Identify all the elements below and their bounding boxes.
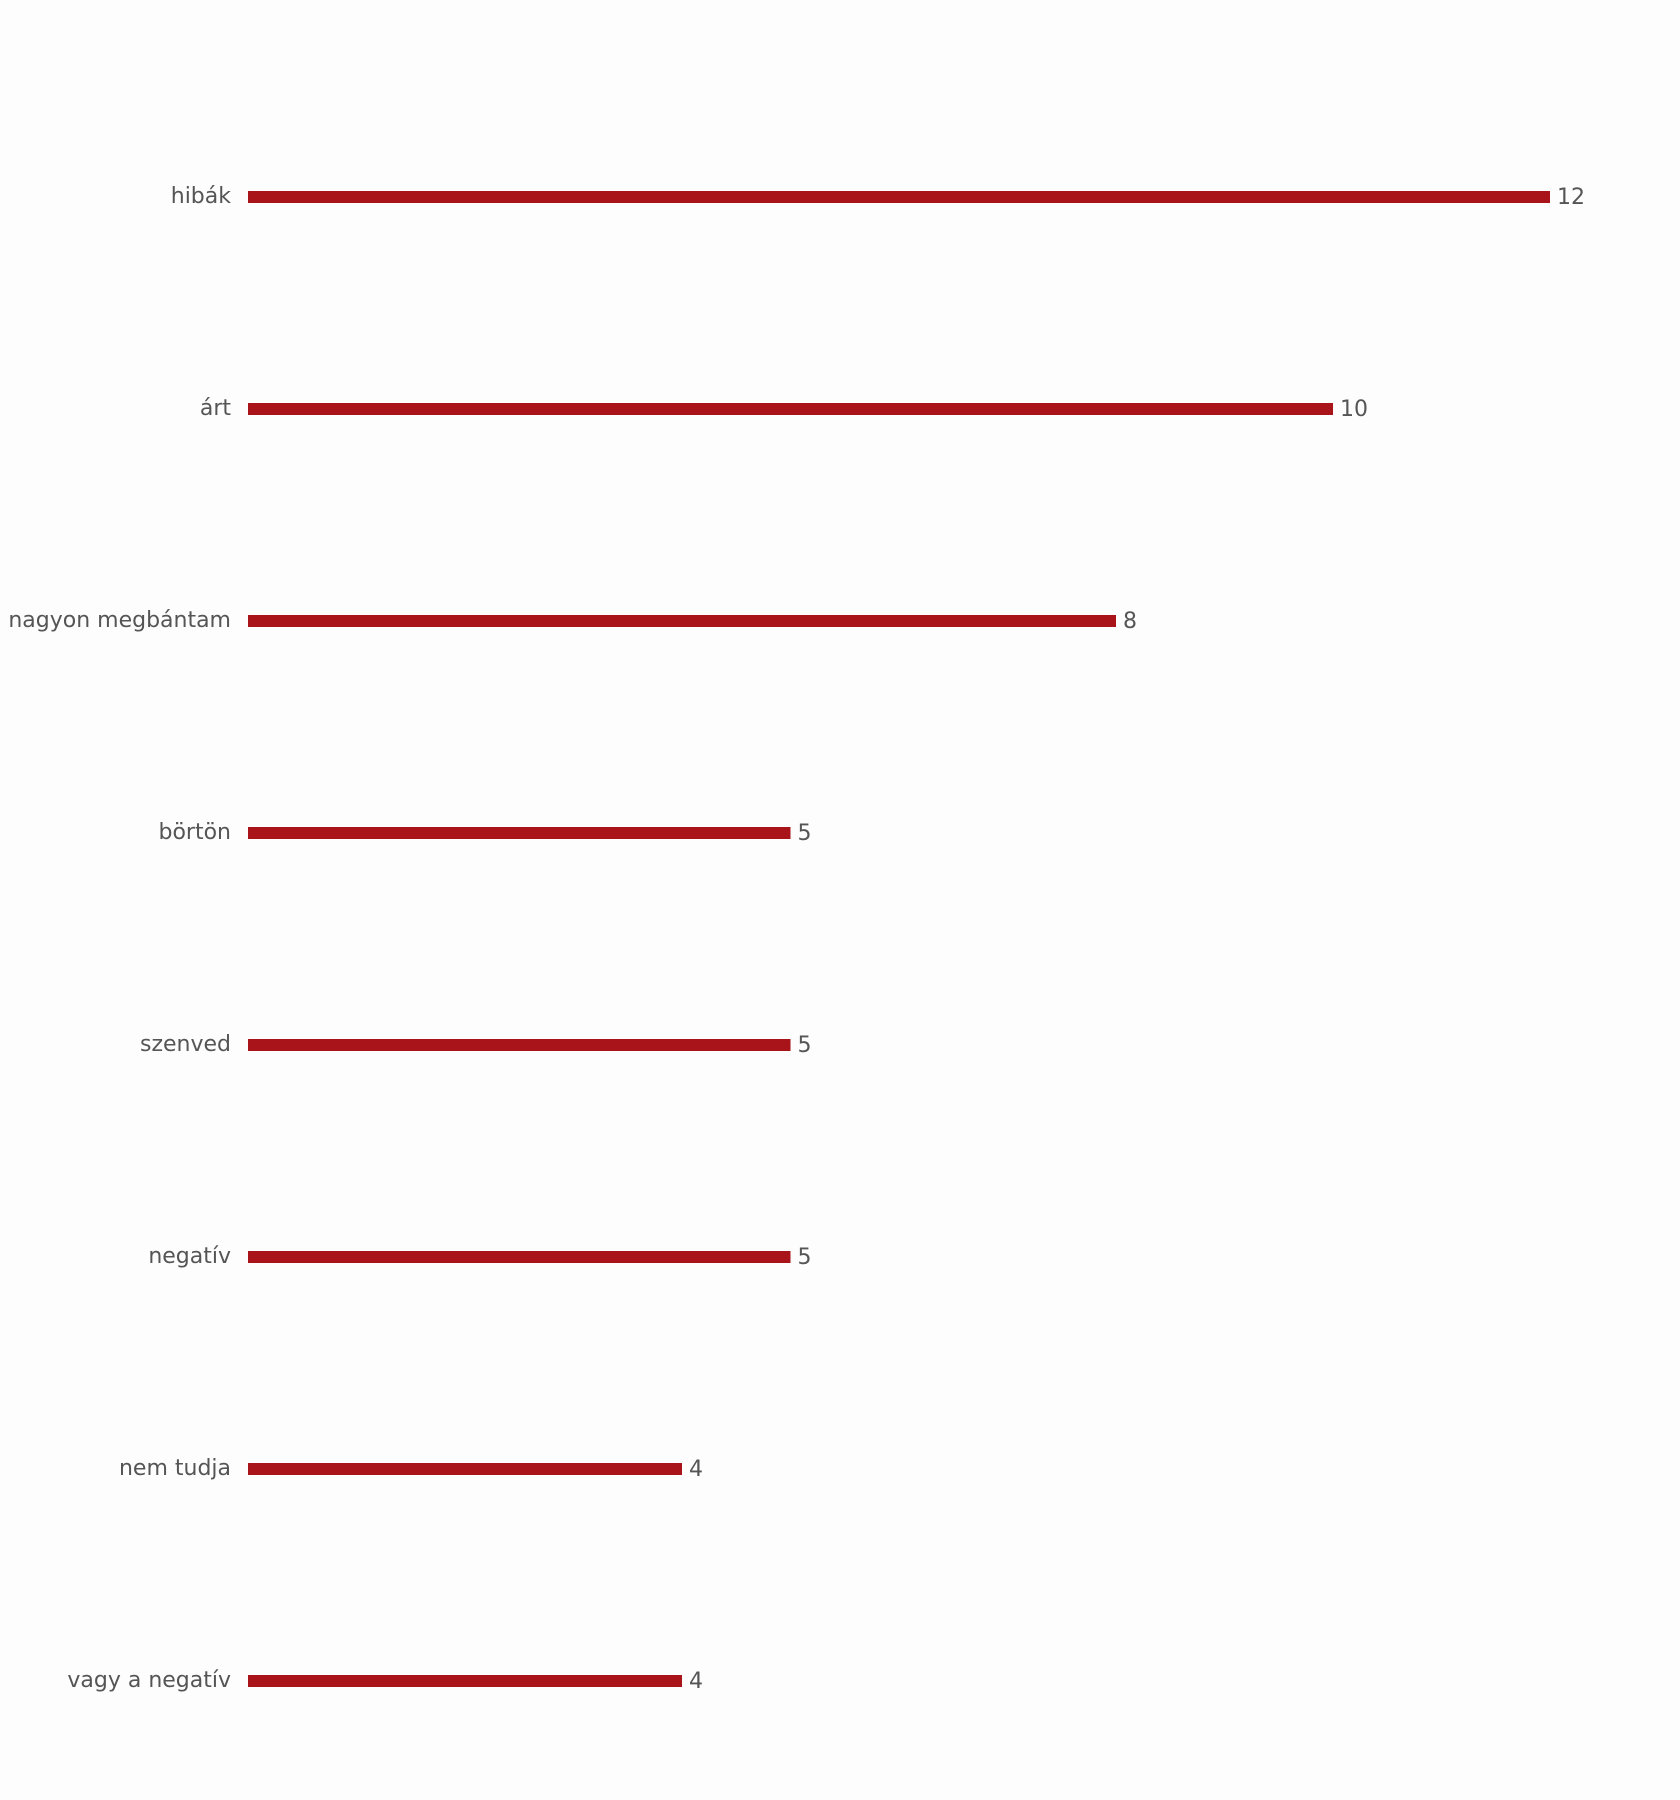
- bar: [248, 1251, 791, 1263]
- category-label: vagy a negatív: [67, 1668, 231, 1693]
- value-label: 4: [689, 1457, 703, 1482]
- category-label: negatív: [148, 1244, 231, 1269]
- category-label: árt: [200, 396, 232, 421]
- bar: [248, 1463, 682, 1475]
- value-label: 12: [1557, 185, 1585, 210]
- category-label: szenved: [140, 1032, 231, 1057]
- bar: [248, 827, 791, 839]
- value-label: 5: [798, 1033, 812, 1058]
- value-label: 8: [1123, 609, 1137, 634]
- bar: [248, 1675, 682, 1687]
- category-label: hibák: [171, 184, 232, 209]
- category-label: nem tudja: [119, 1456, 231, 1481]
- value-label: 10: [1340, 397, 1368, 422]
- category-label: börtön: [159, 820, 232, 845]
- bar: [248, 191, 1550, 203]
- bar: [248, 403, 1333, 415]
- value-label: 5: [798, 821, 812, 846]
- category-label: nagyon megbántam: [8, 608, 231, 633]
- value-label: 5: [798, 1245, 812, 1270]
- value-label: 4: [689, 1669, 703, 1694]
- bar: [248, 615, 1116, 627]
- bar: [248, 1039, 791, 1051]
